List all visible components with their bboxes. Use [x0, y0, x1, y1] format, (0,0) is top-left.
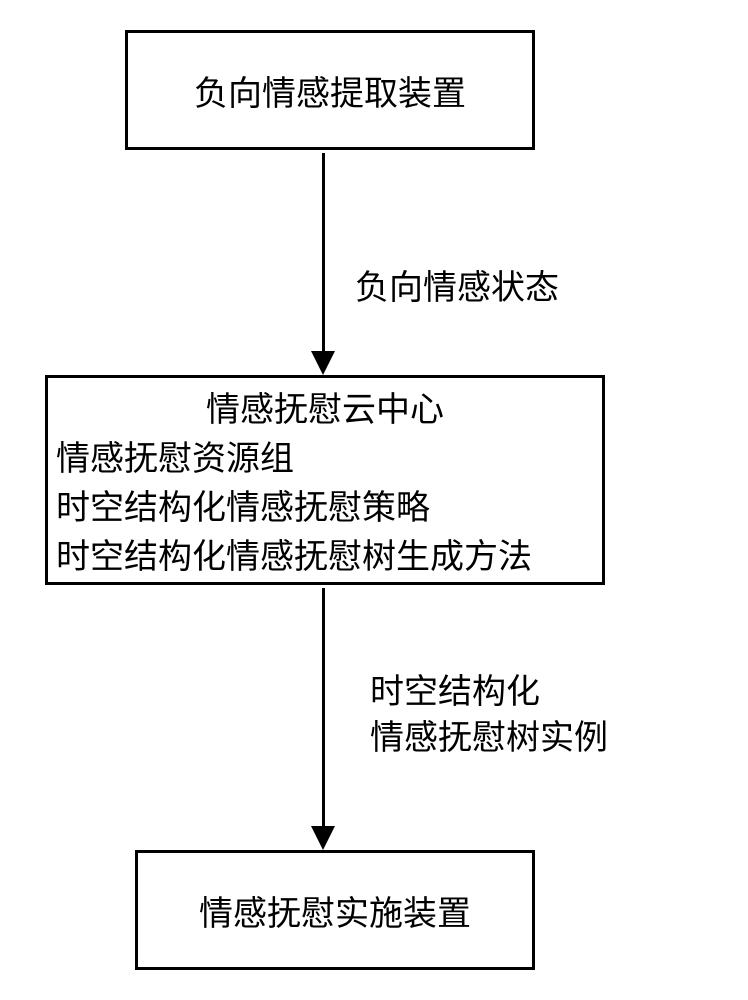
node-title: 负向情感提取装置: [128, 66, 532, 115]
edge-arrow-head: [311, 351, 335, 375]
edge-arrow-line: [322, 588, 325, 832]
node-line: 时空结构化情感抚慰树生成方法: [48, 529, 602, 578]
edge-arrow-head: [311, 826, 335, 850]
node-title: 情感抚慰云中心: [48, 382, 602, 431]
node-implementation-device: 情感抚慰实施装置: [135, 850, 535, 970]
node-extraction-device: 负向情感提取装置: [125, 30, 535, 150]
flowchart-canvas: 负向情感提取装置 负向情感状态 情感抚慰云中心 情感抚慰资源组 时空结构化情感抚…: [0, 0, 748, 1000]
node-title: 情感抚慰实施装置: [138, 886, 532, 935]
node-line: 情感抚慰资源组: [48, 431, 602, 480]
node-line: 时空结构化情感抚慰策略: [48, 480, 602, 529]
edge-arrow-line: [322, 153, 325, 357]
node-cloud-center: 情感抚慰云中心 情感抚慰资源组 时空结构化情感抚慰策略 时空结构化情感抚慰树生成…: [45, 375, 605, 585]
edge-label-line: 情感抚慰树实例: [370, 716, 608, 762]
edge-label-line: 时空结构化: [370, 670, 540, 716]
edge-label: 负向情感状态: [355, 260, 559, 309]
edge-label: 时空结构化 情感抚慰树实例: [370, 670, 608, 762]
